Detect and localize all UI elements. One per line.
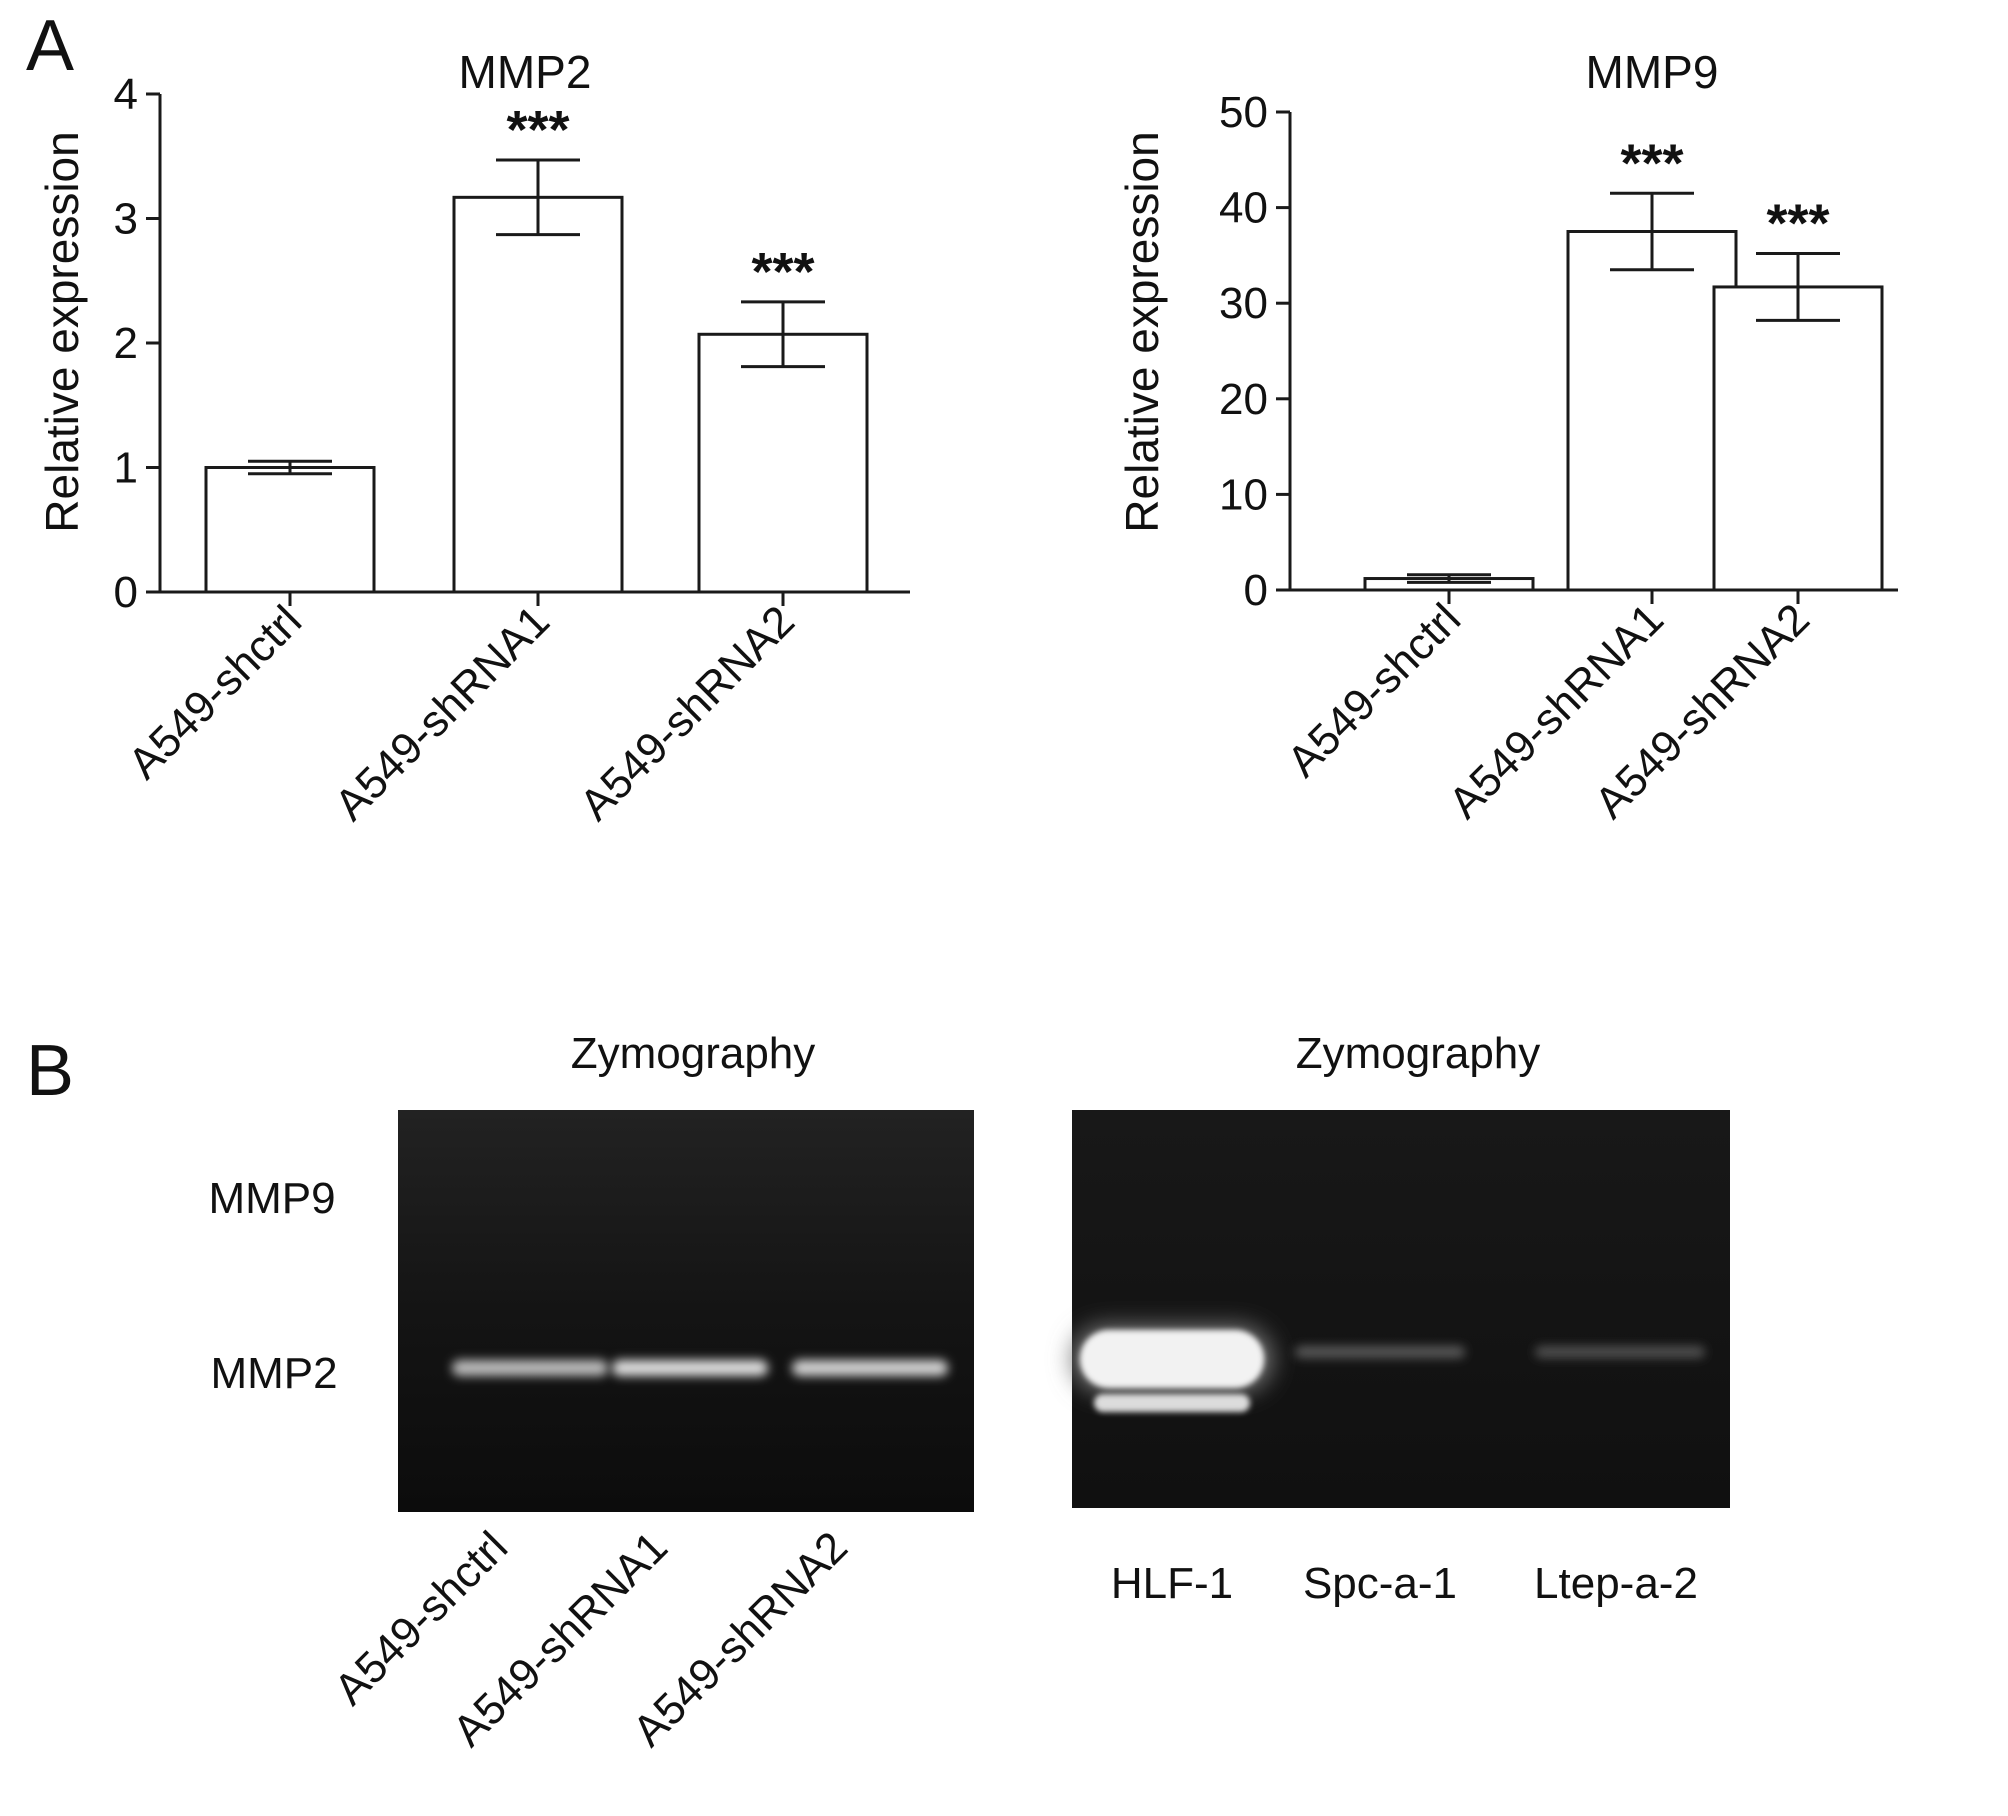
significance-marker: *** xyxy=(1766,193,1829,253)
zymography-gel-1: Zymography MMP9 MMP2 A549-shctrlA549-shR… xyxy=(208,1029,974,1756)
mmp2-lower-band xyxy=(1094,1394,1250,1412)
y-axis-label: Relative expression xyxy=(36,131,88,532)
significance-marker: *** xyxy=(506,100,569,160)
y-tick-label: 30 xyxy=(1219,279,1268,328)
significance-marker: *** xyxy=(751,242,814,302)
bar xyxy=(204,466,376,594)
lane-label: Ltep-a-2 xyxy=(1534,1559,1698,1608)
mmp2-band xyxy=(452,1360,608,1376)
y-tick-label: 2 xyxy=(114,319,138,368)
bar xyxy=(452,195,624,594)
y-tick-label: 3 xyxy=(114,195,138,244)
gel-image xyxy=(1072,1110,1730,1508)
category-label: A549-shctrl xyxy=(1278,594,1470,786)
gel-bands xyxy=(452,1360,948,1376)
category-label: A549-shRNA1 xyxy=(326,596,560,830)
lane-label: HLF-1 xyxy=(1111,1559,1233,1608)
gel-title: Zymography xyxy=(571,1029,816,1078)
gel-title: Zymography xyxy=(1296,1029,1541,1078)
y-tick-label: 10 xyxy=(1219,470,1268,519)
y-tick-label: 0 xyxy=(114,568,138,617)
y-tick-label: 20 xyxy=(1219,375,1268,424)
chart-mmp9: MMP9 Relative expression 0 10 20 30 40 50 ***… xyxy=(1116,46,1898,828)
gel-bands xyxy=(1072,1326,1705,1412)
y-tick-label: 1 xyxy=(114,444,138,493)
bars: *** *** xyxy=(1363,133,1884,604)
mmp2-band xyxy=(792,1360,948,1376)
y-tick-label: 0 xyxy=(1244,566,1268,615)
lane-label: Spc-a-1 xyxy=(1303,1559,1457,1608)
panel-label-a: A xyxy=(26,6,74,86)
mmp2-band xyxy=(612,1360,768,1376)
panel-label-b: B xyxy=(26,1031,74,1111)
y-axis-ticks: 0 10 20 30 40 50 xyxy=(1219,88,1290,615)
chart-mmp2: MMP2 Relative expression 0 1 2 3 4 *** *** A5… xyxy=(36,46,910,830)
y-axis-ticks: 0 1 2 3 4 xyxy=(114,70,160,617)
mmp2-band xyxy=(1080,1330,1264,1388)
lane-labels: HLF-1 Spc-a-1 Ltep-a-2 xyxy=(1111,1559,1698,1608)
bar xyxy=(1712,285,1884,592)
bar xyxy=(1566,230,1738,592)
y-tick-label: 40 xyxy=(1219,184,1268,233)
mmp2-band xyxy=(1535,1346,1705,1358)
gel-image xyxy=(398,1110,974,1512)
category-label: A549-shctrl xyxy=(119,596,311,788)
bars: *** *** xyxy=(204,100,869,606)
significance-marker: *** xyxy=(1620,133,1683,193)
chart-title: MMP2 xyxy=(459,46,592,98)
band-label-mmp2: MMP2 xyxy=(210,1349,337,1398)
bar xyxy=(697,332,869,594)
y-axis-label: Relative expression xyxy=(1116,131,1168,532)
y-tick-label: 4 xyxy=(114,70,138,119)
zymography-gel-2: Zymography HLF-1 Spc-a-1 Ltep-a-2 xyxy=(1072,1029,1730,1608)
y-tick-label: 50 xyxy=(1219,88,1268,137)
category-label: A549-shRNA2 xyxy=(571,596,805,830)
mmp2-band xyxy=(1295,1346,1465,1358)
chart-title: MMP9 xyxy=(1586,46,1719,98)
band-label-mmp9: MMP9 xyxy=(208,1174,335,1223)
